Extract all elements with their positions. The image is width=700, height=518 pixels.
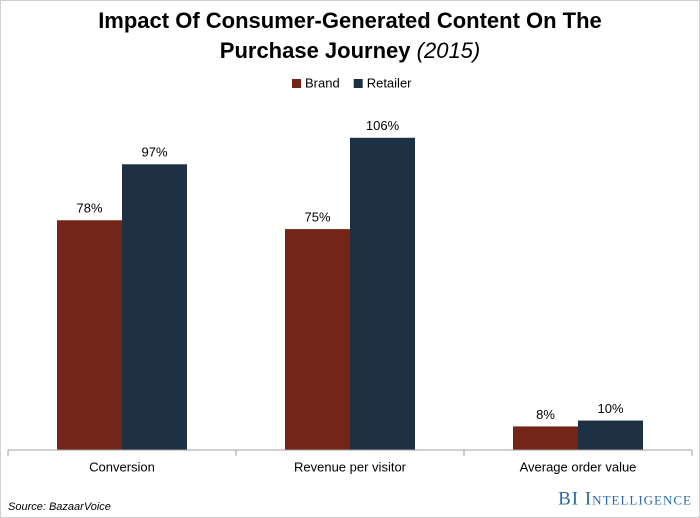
bar bbox=[578, 420, 643, 450]
data-label: 75% bbox=[304, 210, 330, 225]
x-tick-label: Revenue per visitor bbox=[294, 459, 407, 474]
chart-title-line: Purchase Journey bbox=[220, 38, 412, 63]
logo: BI Intelligence bbox=[558, 488, 692, 509]
legend-swatch bbox=[292, 79, 301, 88]
source: Source: BazaarVoice bbox=[8, 501, 111, 513]
legend-label: Retailer bbox=[367, 75, 412, 90]
chart-title: Purchase Journey (2015) bbox=[220, 38, 480, 63]
x-tick-label: Average order value bbox=[520, 459, 637, 474]
x-tick-label: Conversion bbox=[89, 459, 155, 474]
data-label: 8% bbox=[536, 407, 555, 422]
data-label: 10% bbox=[597, 401, 623, 416]
bar bbox=[513, 426, 578, 450]
bar bbox=[350, 137, 415, 451]
legend-label: Brand bbox=[305, 75, 340, 90]
bar bbox=[122, 164, 187, 451]
legend-swatch bbox=[353, 79, 363, 88]
data-label: 106% bbox=[366, 118, 400, 133]
bar bbox=[285, 229, 350, 450]
chart-title-year: (2015) bbox=[417, 38, 481, 63]
data-label: 97% bbox=[141, 145, 167, 160]
bar bbox=[57, 220, 122, 450]
chart-title: Impact Of Consumer-Generated Content On … bbox=[98, 8, 602, 33]
data-label: 78% bbox=[76, 201, 102, 216]
